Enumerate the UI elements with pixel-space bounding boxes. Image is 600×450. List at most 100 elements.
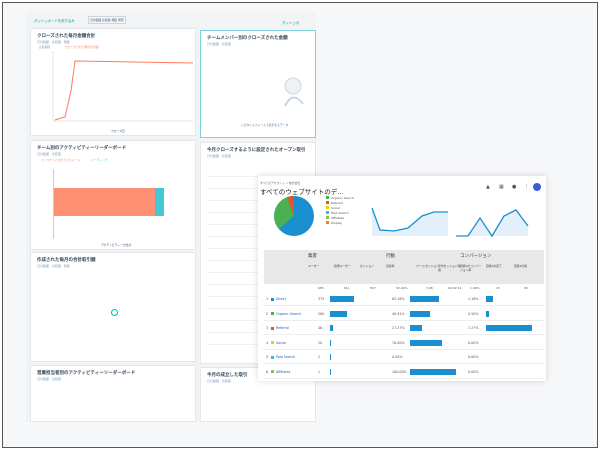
card-meta: 日付範囲 · 比較値 (207, 379, 231, 383)
channel-link[interactable]: Direct (276, 297, 286, 301)
row-number: 2 (266, 311, 269, 316)
dashboard-link[interactable]: ダッシュボ (282, 21, 299, 25)
x-axis-label: アクティビティーの合計 (101, 243, 132, 247)
avatar[interactable] (533, 183, 541, 191)
table-row[interactable]: 1 Direct 375 63.16% 1.16% (264, 292, 544, 306)
column-header[interactable]: 目標1の完了 (486, 264, 502, 268)
card-monthly-created-amount: 作成された毎月の合計取引額 日付範囲 · 比較値 · 頻度 (30, 252, 196, 362)
bounce-bar (410, 310, 430, 317)
legend-item: 比較期間 (39, 45, 51, 49)
bell-icon[interactable]: ▲ (486, 184, 490, 190)
conversion-value: 1.16% (468, 297, 479, 301)
legend-item: ミーティング (91, 158, 108, 162)
table-row[interactable]: 6 Affiliates 1 100.00% 0.00% (264, 365, 544, 379)
bounce-bar (410, 368, 456, 375)
apps-icon[interactable]: ▦ (499, 184, 504, 190)
card-team-member-closed: チームメンバー別のクローズされた金額 日付範囲 · 比較値 このタイムフレームで… (200, 30, 316, 138)
filter-chip[interactable]: 日付範囲 (90, 18, 102, 22)
x-axis-label: クローズ日 (111, 129, 125, 133)
card-title: 営業担当者別のアクティビティーリーダーボード (37, 371, 136, 376)
row-number: 1 (266, 297, 269, 301)
bar-meeting[interactable] (155, 188, 164, 216)
row-number: 6 (266, 369, 269, 374)
empty-state-magnifier-icon (284, 77, 304, 107)
column-header[interactable]: ページ/セッション (416, 264, 440, 268)
total-value: 837 (370, 286, 376, 290)
card-title: 作成された毎月の合計取引額 (37, 258, 96, 263)
users-value: 375 (318, 297, 325, 301)
users-value: 260 (318, 311, 325, 316)
bounce-value: 27.27% (392, 326, 405, 330)
channel-link[interactable]: Referral (276, 326, 289, 330)
filter-dashboard-link[interactable]: ダッシュボードを絞り込み (34, 19, 75, 23)
conversion-value: 0.00% (468, 340, 479, 345)
channel-link[interactable]: Paid Search (276, 355, 296, 359)
card-title: 今月クローズするように設定されたオープン取引 (207, 148, 306, 153)
legend-item: Social (326, 206, 354, 211)
conversion-value: 0.50% (468, 311, 479, 316)
column-header[interactable]: 新規ユーザー (334, 264, 351, 268)
column-header[interactable]: ユーザー (308, 264, 320, 268)
filter-chip[interactable]: 比較値 (102, 18, 111, 22)
users-bar (330, 325, 333, 331)
users-bar (330, 310, 347, 317)
channel-link[interactable]: Organic Search (276, 311, 302, 316)
card-title: チーム別のアクティビティーリーダーボード (37, 146, 127, 151)
column-header[interactable]: 平均セッション時間 (438, 264, 461, 272)
group-behavior: 行動 (386, 254, 395, 259)
total-value: 52.42% (396, 286, 408, 290)
column-header[interactable]: 目標1の値 (514, 264, 527, 268)
empty-state-text: このタイムフレームで表示するデータ (241, 123, 289, 127)
conversion-bar (486, 325, 532, 331)
table-row[interactable]: 5 Paid Search 2 0.00% 0.00% (264, 350, 544, 364)
total-value: 15 (496, 286, 500, 290)
help-icon[interactable]: ● (512, 184, 517, 190)
card-meta: 日付範囲 · 比較値 · 頻度 (37, 264, 70, 268)
more-icon[interactable]: ⋮ (524, 184, 529, 190)
bounce-bar (410, 325, 423, 331)
total-value: 3.68 (426, 286, 433, 290)
group-conversion: コンバージョン (460, 254, 492, 259)
conversion-line-chart (456, 209, 529, 238)
column-header[interactable]: セッション (360, 264, 374, 268)
table-row[interactable]: 3 Referral 46 27.27% 7.27% (264, 321, 544, 335)
analytics-window: すべてのアカウント > 株式会社 すべてのウェブサイトのデ... ▲ ▦ ● ⋮… (258, 176, 546, 381)
filter-chips: 日付範囲 比較値 頻度 所有 (88, 16, 126, 24)
totals-row: 685 611 837 52.42% 3.68 00:02:11 1.49% 15 ¥0 (264, 284, 544, 292)
conversion-bar (486, 296, 494, 302)
card-title: 今月の成立した取引 (207, 373, 248, 378)
users-value: 46 (318, 326, 323, 330)
channel-link[interactable]: Affiliates (276, 369, 291, 374)
column-header[interactable]: 直帰率 (386, 264, 395, 268)
breadcrumb[interactable]: すべてのアカウント > 株式会社 (260, 181, 301, 185)
bounce-bar (410, 296, 439, 302)
loading-spinner-icon (111, 309, 118, 316)
table-row[interactable]: 2 Organic Search 260 40.91% 0.50% (264, 307, 544, 321)
conversion-value: 0.00% (468, 369, 479, 374)
card-meta: 日付範囲 · 比較値 (37, 152, 61, 156)
filter-chip[interactable]: 所有 (118, 18, 124, 22)
users-value: 1 (318, 369, 321, 374)
channel-color-icon (271, 341, 274, 344)
column-header[interactable]: 目標1のコンバージョン率 (460, 264, 482, 272)
card-monthly-closed-amount: クローズされた毎月金額合計 日付範囲 · 比較値 · 頻度 比較期間 クローズさ… (30, 28, 196, 136)
channel-color-icon (271, 326, 274, 330)
card-meta: 日付範囲 · 比較値 (37, 377, 61, 381)
total-value: ¥0 (524, 286, 528, 290)
pie-legend: Organic Search Referral Social Paid Search A… (326, 196, 354, 226)
channel-link[interactable]: Social (276, 340, 286, 345)
channel-color-icon (271, 370, 274, 373)
legend-item: Referral (326, 201, 354, 206)
card-meta: 日付範囲 · 比較値 (207, 154, 231, 158)
legend-item: Display (326, 221, 354, 226)
filter-chip[interactable]: 頻度 (111, 18, 118, 22)
card-rep-activity-leaderboard: 営業担当者別のアクティビティーリーダーボード 日付範囲 · 比較値 (30, 365, 196, 422)
conversion-value: 7.27% (468, 326, 479, 330)
page-title[interactable]: すべてのウェブサイトのデ... (260, 188, 344, 196)
bar-email[interactable] (54, 188, 155, 216)
channel-color-icon (271, 297, 274, 301)
table-row[interactable]: 4 Social 10 70.00% 0.00% (264, 336, 544, 350)
bounce-value: 0.00% (392, 355, 403, 359)
channel-color-icon (271, 312, 274, 315)
total-value: 1.49% (470, 286, 480, 290)
